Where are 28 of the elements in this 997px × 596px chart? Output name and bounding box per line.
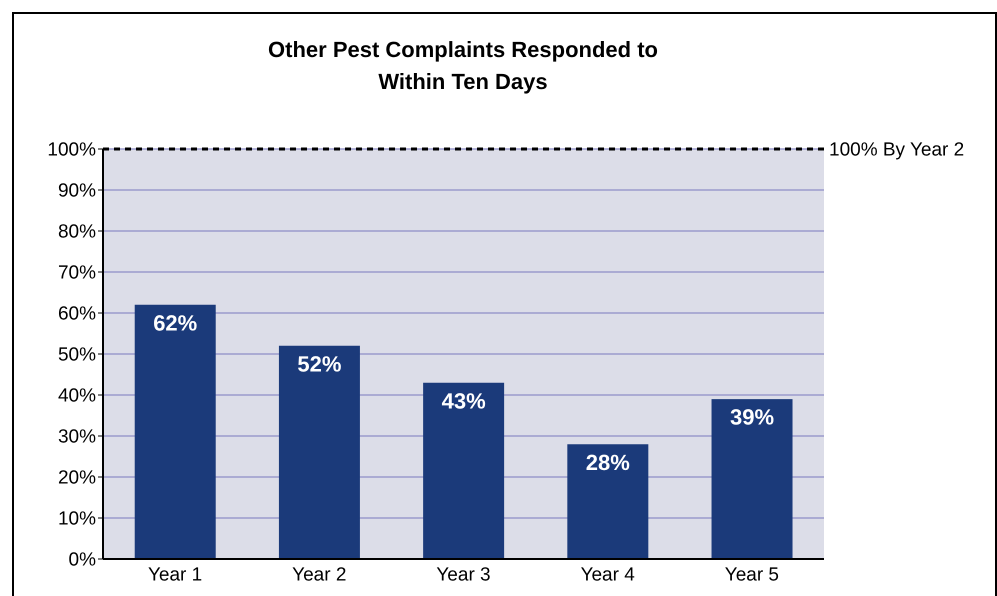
y-tick-label: 10% [58, 508, 96, 530]
y-tick-label: 30% [58, 426, 96, 448]
x-tick-label: Year 5 [724, 564, 780, 586]
y-tick-label: 100% [47, 140, 96, 161]
y-tick-label: 80% [58, 222, 96, 243]
data-label: 62% [153, 310, 198, 336]
y-tick-label: 90% [58, 180, 96, 202]
x-tick-label: Year 3 [436, 564, 491, 586]
bar [712, 399, 793, 559]
data-label: 52% [297, 351, 342, 376]
y-tick-label: 40% [58, 386, 96, 407]
y-tick-label: 0% [68, 550, 96, 571]
y-tick-label: 20% [58, 468, 96, 489]
data-label: 39% [730, 404, 774, 430]
y-tick-label: 50% [58, 344, 96, 366]
bar [278, 346, 360, 559]
x-tick-label: Year 2 [292, 564, 346, 586]
chart-title: Other Pest Complaints Responded to Within Ten Days [267, 36, 659, 96]
y-tick-label: 60% [58, 304, 96, 325]
data-label: 43% [442, 388, 486, 414]
data-label: 28% [586, 450, 630, 475]
bar [423, 382, 504, 559]
ref-line-label: 100% By Year 2 [829, 140, 964, 161]
x-tick-label: Year 1 [148, 564, 202, 586]
y-tick-label: 70% [58, 262, 96, 284]
bar [134, 304, 216, 559]
x-tick-label: Year 4 [580, 564, 636, 586]
bar [567, 444, 648, 559]
